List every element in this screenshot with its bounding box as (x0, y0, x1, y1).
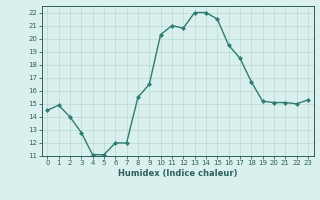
X-axis label: Humidex (Indice chaleur): Humidex (Indice chaleur) (118, 169, 237, 178)
